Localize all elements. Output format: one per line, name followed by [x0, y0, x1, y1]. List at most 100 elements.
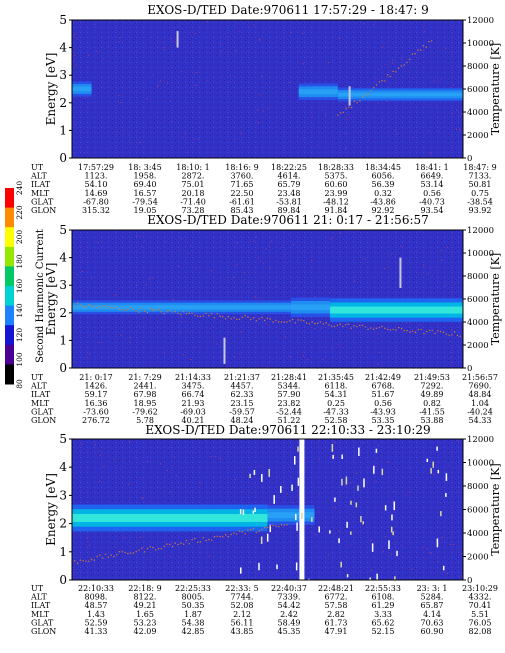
noise-speck	[412, 77, 414, 79]
noise-speck	[302, 63, 304, 65]
temperature-point	[177, 312, 179, 314]
ephemeris-value: 6772.	[325, 593, 348, 602]
y-tick-label: 0	[59, 361, 67, 375]
ephemeris-value: 42.85	[182, 627, 205, 636]
temperature-point	[269, 525, 271, 527]
temperature-point	[342, 111, 345, 114]
noise-speck	[400, 544, 402, 546]
temperature-point	[236, 318, 238, 321]
noise-speck	[211, 155, 213, 157]
ephemeris-value: 6649.	[421, 172, 444, 181]
ephemeris-value: 89.84	[278, 206, 301, 215]
temperature-point	[319, 321, 322, 323]
noise-speck	[290, 31, 292, 33]
noise-speck	[384, 64, 386, 66]
burst-spike	[299, 439, 305, 580]
burst-fleck	[261, 474, 263, 482]
noise-speck	[285, 261, 287, 263]
temperature-point	[384, 80, 386, 82]
temperature-point	[132, 308, 135, 311]
temperature-point	[124, 551, 126, 554]
noise-speck	[135, 284, 137, 286]
ephemeris-value: 91.84	[325, 206, 348, 215]
noise-speck	[288, 233, 290, 235]
ephemeris-value: 52.08	[231, 601, 254, 610]
temperature-point	[115, 554, 118, 556]
noise-speck	[220, 320, 222, 322]
noise-speck	[406, 322, 408, 324]
temperature-point	[185, 539, 188, 542]
burst-fleck	[432, 461, 434, 468]
burst-fleck	[254, 507, 256, 513]
noise-speck	[173, 456, 175, 458]
noise-speck	[215, 456, 217, 458]
noise-speck	[382, 551, 384, 553]
noise-speck	[204, 439, 206, 441]
ephemeris-row-label: MLT	[31, 610, 50, 619]
ephemeris-value: -47.33	[323, 407, 349, 416]
ephemeris-value: -43.93	[370, 407, 396, 416]
ephemeris-value: 57.58	[325, 601, 348, 610]
noise-speck	[430, 552, 432, 554]
y2-tick-label: 0	[467, 154, 472, 164]
temperature-point	[88, 560, 90, 562]
temperature-point	[434, 332, 436, 335]
noise-speck	[292, 502, 294, 504]
ephemeris-value: 6768.	[372, 382, 395, 391]
burst-fleck	[437, 469, 440, 474]
temperature-point	[386, 74, 389, 76]
temperature-point	[272, 524, 274, 527]
noise-speck	[167, 546, 169, 548]
ephemeris-value: 62.33	[231, 390, 254, 399]
temperature-point	[79, 559, 82, 561]
noise-speck	[184, 133, 186, 135]
temperature-point	[451, 334, 453, 336]
ephemeris-value: 23.48	[278, 189, 301, 198]
ephemeris-value: 52.58	[325, 416, 348, 425]
burst-fleck	[332, 455, 334, 459]
burst-fleck	[280, 485, 282, 493]
temperature-point	[174, 310, 177, 313]
temperature-point	[423, 332, 425, 335]
ephemeris-value: -40.73	[419, 197, 445, 206]
temperature-point	[372, 328, 375, 330]
noise-speck	[446, 572, 448, 574]
temperature-point	[275, 525, 277, 527]
ephemeris-value: 2.12	[233, 610, 251, 619]
ephemeris-value: 6118.	[325, 382, 348, 391]
y2-axis-label: Temperature [K]	[489, 43, 502, 135]
noise-speck	[331, 338, 333, 340]
noise-speck	[404, 541, 406, 543]
noise-speck	[200, 551, 202, 553]
noise-speck	[433, 80, 435, 82]
noise-speck	[391, 500, 393, 502]
colorbar-tick-label: 220	[15, 205, 24, 220]
noise-speck	[233, 138, 235, 140]
noise-speck	[236, 242, 238, 244]
burst-fleck	[258, 562, 260, 571]
noise-speck	[119, 468, 121, 470]
temperature-point	[110, 554, 112, 556]
noise-speck	[98, 480, 100, 482]
ephemeris-row-label: GLAT	[31, 197, 54, 206]
noise-speck	[200, 503, 202, 505]
noise-speck	[171, 121, 173, 123]
ephemeris-value: 1426.	[85, 382, 108, 391]
noise-speck	[148, 278, 150, 280]
noise-speck	[438, 131, 440, 133]
temperature-point	[244, 315, 246, 317]
temperature-point	[420, 328, 422, 331]
noise-speck	[329, 456, 331, 458]
burst-fleck	[355, 502, 358, 508]
temperature-point	[403, 64, 405, 66]
burst-fleck	[346, 521, 348, 528]
noise-speck	[219, 458, 221, 460]
ephemeris-value: 18:16: 9	[225, 163, 258, 172]
panel-2: EXOS-D/TED Date:970611 21: 0:17 - 21:56:…	[5, 181, 502, 425]
ephemeris-row-label: GLON	[31, 416, 56, 425]
noise-speck	[196, 122, 198, 124]
noise-speck	[281, 246, 283, 248]
noise-speck	[459, 129, 461, 131]
noise-speck	[435, 76, 437, 78]
noise-speck	[382, 46, 384, 48]
